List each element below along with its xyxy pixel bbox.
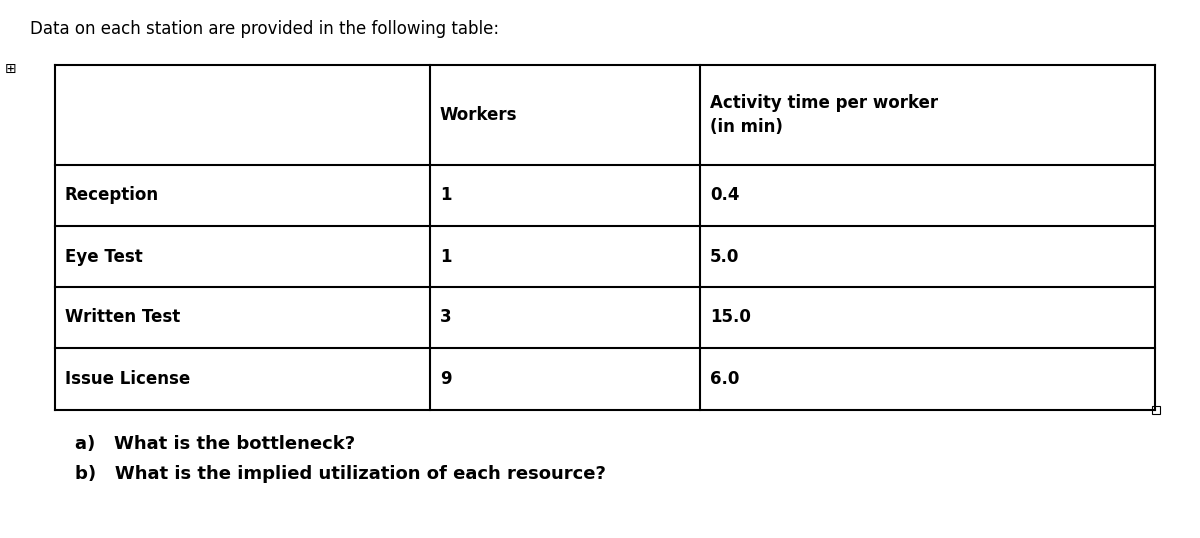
Text: Data on each station are provided in the following table:: Data on each station are provided in the… <box>30 20 499 38</box>
Text: b)   What is the implied utilization of each resource?: b) What is the implied utilization of ea… <box>74 465 606 483</box>
Text: Activity time per worker
(in min): Activity time per worker (in min) <box>710 94 938 136</box>
Text: ⊞: ⊞ <box>5 62 17 76</box>
Bar <box>1152 406 1160 414</box>
Text: Eye Test: Eye Test <box>65 247 143 265</box>
Text: 5.0: 5.0 <box>710 247 739 265</box>
Text: a)   What is the bottleneck?: a) What is the bottleneck? <box>74 435 355 453</box>
Text: 1: 1 <box>440 247 451 265</box>
Text: Issue License: Issue License <box>65 370 191 388</box>
Text: 15.0: 15.0 <box>710 308 751 327</box>
Text: 6.0: 6.0 <box>710 370 739 388</box>
Text: 1: 1 <box>440 187 451 204</box>
Text: Written Test: Written Test <box>65 308 180 327</box>
Text: 0.4: 0.4 <box>710 187 739 204</box>
Text: 3: 3 <box>440 308 451 327</box>
Text: Workers: Workers <box>440 106 517 124</box>
Text: 9: 9 <box>440 370 451 388</box>
Text: Reception: Reception <box>65 187 160 204</box>
